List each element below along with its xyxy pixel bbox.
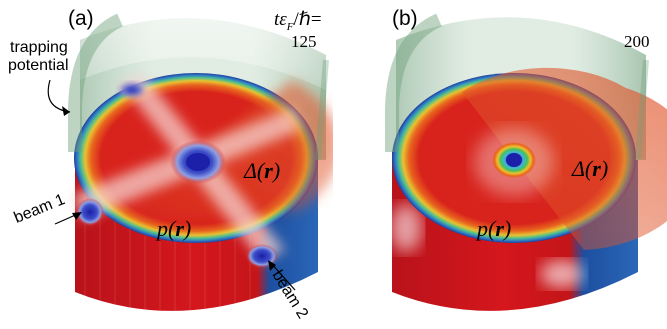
time-value-a: 125 — [291, 32, 317, 51]
momentum-symbol-b: p(r) — [477, 216, 512, 241]
beam-2-entry-spot — [118, 82, 146, 98]
panel-b: (b) 200 Δ(r) p(r) — [334, 0, 667, 329]
side-blob-left — [390, 204, 422, 252]
time-label: tεF/ℏ= — [274, 9, 322, 33]
trapping-arrow — [47, 79, 71, 113]
momentum-symbol-a: p(r) — [157, 216, 192, 241]
panel-label-a: (a) — [68, 7, 94, 30]
gap-symbol-b: Δ(r) — [572, 156, 609, 181]
beam-1-spot — [76, 198, 104, 226]
panel-label-b: (b) — [392, 7, 418, 30]
side-blob-right — [540, 260, 584, 288]
gap-symbol-a: Δ(r) — [244, 158, 281, 183]
gap-region — [462, 67, 667, 250]
panel-a-figure — [47, 13, 333, 315]
panel-b-figure — [385, 13, 667, 311]
trapping-label-line1: trapping — [10, 39, 68, 56]
panel-a: (a) tεF/ℏ= 125 trapping potential beam 1… — [0, 0, 333, 329]
trapping-label-line2: potential — [8, 57, 69, 74]
time-value-b: 200 — [624, 32, 650, 51]
